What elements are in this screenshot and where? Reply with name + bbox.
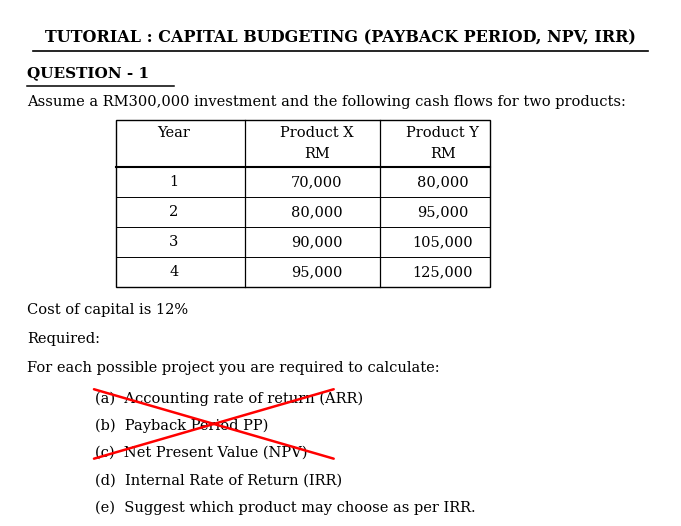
- Text: RM: RM: [430, 147, 456, 161]
- Text: 80,000: 80,000: [417, 175, 469, 189]
- Text: Cost of capital is 12%: Cost of capital is 12%: [27, 303, 189, 317]
- Text: 3: 3: [169, 235, 178, 249]
- Text: For each possible project you are required to calculate:: For each possible project you are requir…: [27, 361, 440, 375]
- Text: (c)  Net Present Value (NPV): (c) Net Present Value (NPV): [95, 446, 308, 460]
- Text: Product X: Product X: [280, 126, 353, 140]
- Text: 95,000: 95,000: [291, 265, 343, 279]
- Text: Product Y: Product Y: [406, 126, 479, 140]
- Text: (b)  Payback Period PP): (b) Payback Period PP): [95, 419, 269, 433]
- Text: 1: 1: [169, 175, 178, 189]
- Text: Required:: Required:: [27, 332, 100, 346]
- Text: TUTORIAL : CAPITAL BUDGETING (PAYBACK PERIOD, NPV, IRR): TUTORIAL : CAPITAL BUDGETING (PAYBACK PE…: [45, 29, 636, 46]
- Text: 105,000: 105,000: [412, 235, 473, 249]
- Text: 125,000: 125,000: [413, 265, 473, 279]
- Text: 4: 4: [169, 265, 178, 279]
- Text: 2: 2: [169, 205, 178, 219]
- Text: 80,000: 80,000: [291, 205, 343, 219]
- Text: 70,000: 70,000: [291, 175, 343, 189]
- Text: (e)  Suggest which product may choose as per IRR.: (e) Suggest which product may choose as …: [95, 501, 476, 515]
- Text: 90,000: 90,000: [291, 235, 343, 249]
- Text: (d)  Internal Rate of Return (IRR): (d) Internal Rate of Return (IRR): [95, 473, 343, 488]
- Text: RM: RM: [304, 147, 330, 161]
- Text: Year: Year: [157, 126, 190, 140]
- Text: (a)  Accounting rate of return (ARR): (a) Accounting rate of return (ARR): [95, 391, 364, 406]
- Bar: [116, 120, 490, 287]
- Text: QUESTION - 1: QUESTION - 1: [27, 66, 149, 80]
- Text: 95,000: 95,000: [417, 205, 469, 219]
- Text: Assume a RM300,000 investment and the following cash flows for two products:: Assume a RM300,000 investment and the fo…: [27, 95, 626, 109]
